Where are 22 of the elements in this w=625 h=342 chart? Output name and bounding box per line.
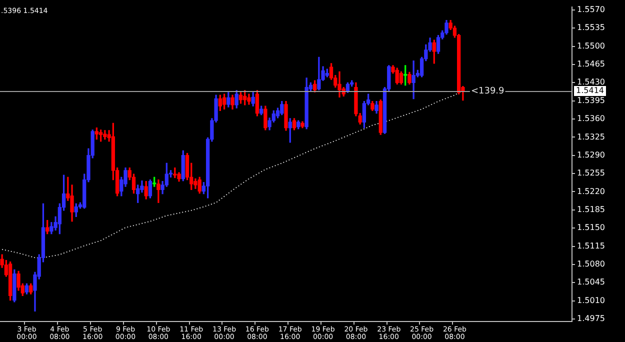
- y-tick-label: 1.5045: [577, 278, 605, 287]
- y-tick-label: 1.4975: [577, 314, 605, 324]
- y-tick-label: 1.5430: [577, 78, 605, 87]
- y-tick-label: 1.5150: [577, 223, 605, 232]
- y-tick-label: 1.5220: [577, 186, 605, 196]
- y-tick-label: 1.5010: [577, 296, 605, 305]
- y-tick-label: 1.5570: [577, 4, 605, 14]
- y-tick-label: 1.5325: [577, 132, 605, 142]
- y-tick-label: 1.5360: [577, 114, 605, 124]
- y-tick-label: 1.5535: [577, 23, 605, 32]
- y-tick-label: 1.5115: [577, 241, 605, 250]
- y-tick-label: 1.5185: [577, 204, 605, 214]
- line-series: [2, 92, 460, 258]
- y-tick-label: 1.5255: [577, 168, 605, 178]
- y-tick-label: 1.5395: [577, 96, 605, 105]
- candlestick: [412, 60, 416, 100]
- annotation: <139.9: [470, 86, 505, 96]
- y-tick-label: 1.5290: [577, 150, 605, 160]
- ref-line-label: 1.5414: [576, 86, 604, 96]
- y-tick-label: 1.5080: [577, 260, 605, 269]
- y-tick-label: 1.5465: [577, 60, 605, 69]
- y-tick-label: 1.5500: [577, 41, 605, 50]
